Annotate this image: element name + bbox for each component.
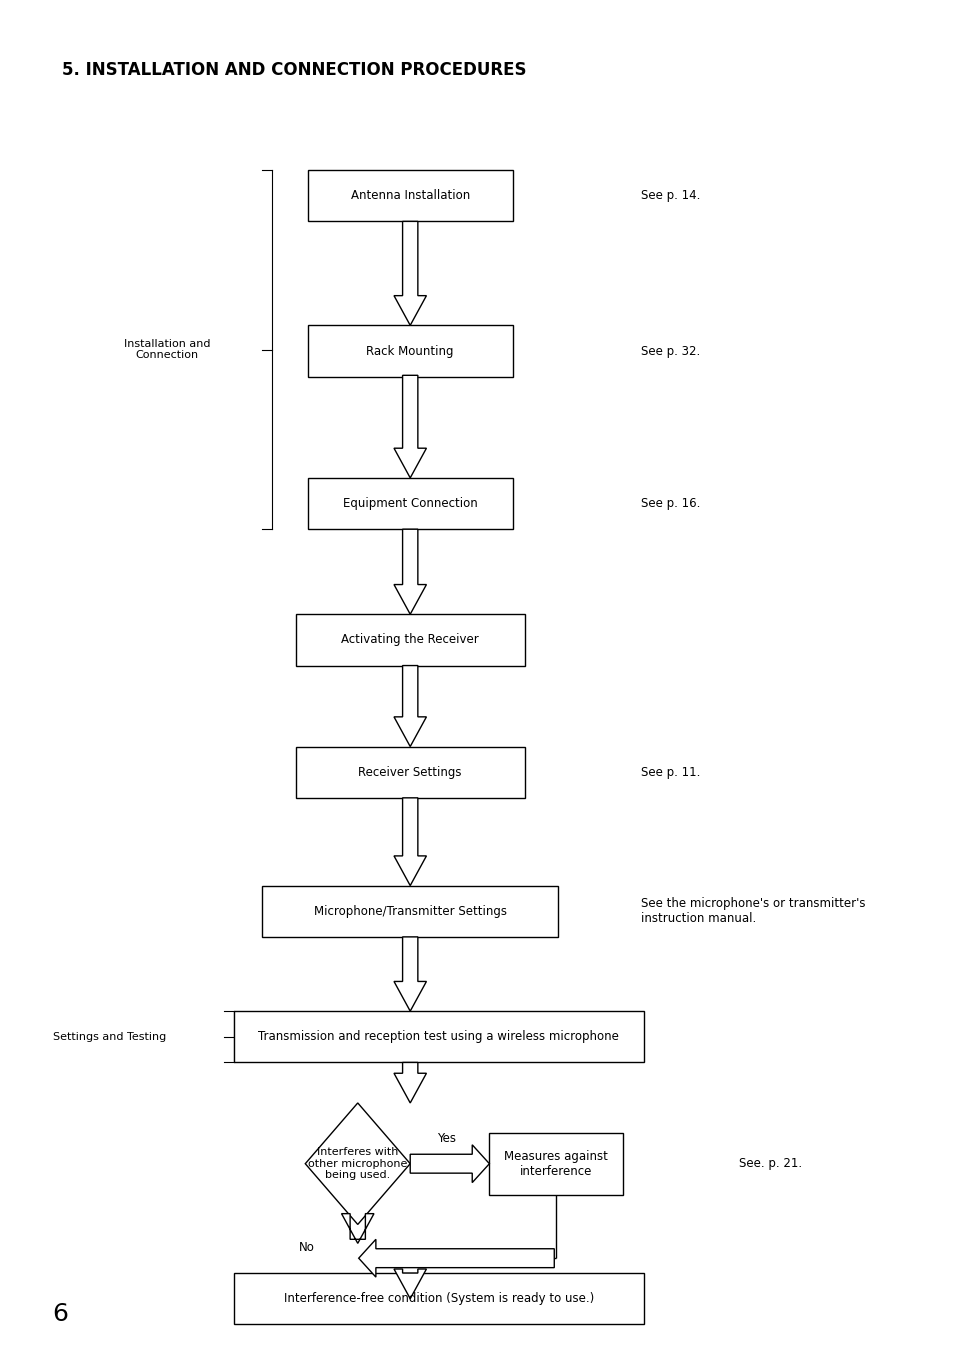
FancyBboxPatch shape [262, 886, 558, 937]
FancyBboxPatch shape [233, 1011, 643, 1062]
FancyBboxPatch shape [307, 170, 512, 221]
Text: See p. 14.: See p. 14. [640, 189, 700, 202]
Text: Microphone/Transmitter Settings: Microphone/Transmitter Settings [314, 904, 506, 918]
Polygon shape [394, 529, 426, 614]
Text: See p. 32.: See p. 32. [640, 344, 700, 358]
Text: Equipment Connection: Equipment Connection [342, 497, 477, 510]
Text: No: No [298, 1241, 314, 1254]
Polygon shape [394, 221, 426, 325]
Text: Antenna Installation: Antenna Installation [351, 189, 469, 202]
Text: See the microphone's or transmitter's
instruction manual.: See the microphone's or transmitter's in… [640, 898, 864, 925]
Text: Installation and
Connection: Installation and Connection [124, 339, 210, 360]
Text: Interferes with
other microphone
being used.: Interferes with other microphone being u… [308, 1148, 407, 1180]
Text: Activating the Receiver: Activating the Receiver [341, 633, 478, 647]
Text: See p. 16.: See p. 16. [640, 497, 700, 510]
Text: 6: 6 [52, 1301, 69, 1326]
Polygon shape [394, 937, 426, 1011]
Text: Receiver Settings: Receiver Settings [358, 765, 461, 779]
Polygon shape [394, 375, 426, 478]
Text: Settings and Testing: Settings and Testing [53, 1031, 166, 1042]
FancyBboxPatch shape [233, 1273, 643, 1324]
Text: Yes: Yes [436, 1131, 456, 1145]
Polygon shape [394, 1269, 426, 1299]
FancyBboxPatch shape [295, 614, 524, 666]
Text: Transmission and reception test using a wireless microphone: Transmission and reception test using a … [258, 1030, 618, 1044]
FancyBboxPatch shape [307, 325, 512, 377]
FancyBboxPatch shape [295, 747, 524, 798]
Polygon shape [305, 1103, 410, 1224]
Text: Measures against
interference: Measures against interference [504, 1150, 607, 1177]
FancyBboxPatch shape [489, 1133, 622, 1195]
Polygon shape [341, 1214, 374, 1243]
Text: Rack Mounting: Rack Mounting [366, 344, 454, 358]
Text: Interference-free condition (System is ready to use.): Interference-free condition (System is r… [283, 1292, 594, 1305]
FancyBboxPatch shape [307, 478, 512, 529]
Polygon shape [410, 1145, 489, 1183]
Polygon shape [394, 1062, 426, 1103]
Text: See. p. 21.: See. p. 21. [739, 1157, 801, 1170]
Polygon shape [394, 798, 426, 886]
Text: See p. 11.: See p. 11. [640, 765, 700, 779]
Polygon shape [394, 666, 426, 747]
Polygon shape [358, 1239, 554, 1277]
Text: 5. INSTALLATION AND CONNECTION PROCEDURES: 5. INSTALLATION AND CONNECTION PROCEDURE… [62, 61, 526, 78]
